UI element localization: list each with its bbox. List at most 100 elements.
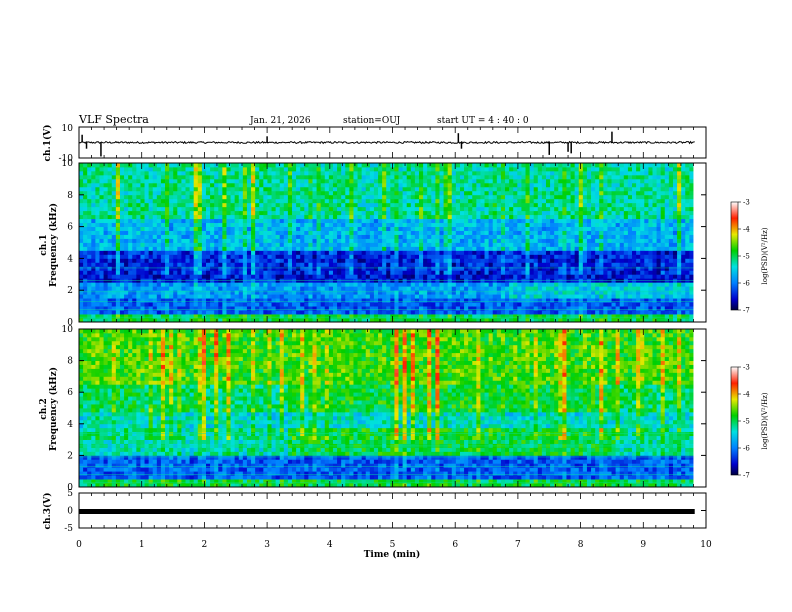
spectrogram-cell (111, 182, 117, 188)
spectrogram-cell (226, 234, 231, 239)
spectrogram-cell (447, 238, 453, 243)
spectrogram-cell (173, 302, 178, 307)
spectrogram-cell (214, 262, 219, 267)
spectrogram-cell (165, 190, 170, 196)
spectrogram-cell (193, 186, 199, 192)
spectrogram-cell (345, 234, 350, 239)
spectrogram-cell (509, 242, 514, 247)
spectrogram-cell (181, 238, 186, 243)
spectrogram-cell (300, 238, 305, 243)
spectrogram-cell (345, 210, 350, 216)
spectrogram-cell (406, 266, 412, 271)
spectrogram-cell (197, 266, 203, 271)
spectrogram-cell (312, 282, 317, 287)
spectrogram-cell (488, 206, 494, 212)
spectrogram-cell (255, 202, 260, 208)
spectrogram-cell (210, 242, 215, 247)
spectrogram-cell (365, 250, 371, 255)
spectrogram-cell (443, 206, 449, 212)
spectrogram-cell (431, 226, 436, 231)
spectrogram-cell (119, 198, 125, 204)
spectrogram-cell (500, 262, 506, 267)
spectrogram-cell (107, 202, 113, 208)
spectrogram-cell (230, 310, 236, 315)
spectrogram-cell (193, 163, 199, 168)
spectrogram-cell (242, 298, 248, 303)
spectrogram-cell (201, 218, 207, 224)
spectrogram-cell (152, 318, 158, 323)
spectrogram-cell (353, 286, 358, 291)
spectrogram-cell (505, 286, 510, 291)
spectrogram-cell (189, 178, 195, 184)
spectrogram-cell (406, 290, 412, 295)
spectrogram-cell (111, 262, 117, 267)
spectrogram-cell (320, 194, 326, 200)
spectrogram-cell (488, 274, 494, 279)
spectrogram-cell (480, 258, 485, 263)
spectrogram-cell (365, 246, 371, 251)
spectrogram-cell (238, 202, 244, 208)
spectrogram-cell (505, 166, 510, 172)
spectrogram-cell (394, 242, 399, 247)
spectrogram-cell (349, 178, 354, 184)
spectrogram-cell (378, 258, 383, 263)
spectrogram-cell (492, 318, 498, 323)
spectrogram-cell (160, 310, 166, 315)
spectrogram-cell (271, 222, 277, 228)
spectrogram-cell (439, 206, 444, 212)
spectrogram-cell (95, 163, 100, 168)
spectrogram-cell (83, 314, 88, 319)
spectrogram-cell (222, 290, 227, 295)
spectrogram-cell (488, 190, 494, 196)
spectrogram-cell (410, 230, 416, 235)
spectrogram-cell (304, 250, 309, 255)
spectrogram-cell (513, 230, 518, 235)
spectrogram-cell (521, 166, 526, 172)
spectrogram-cell (263, 222, 268, 228)
spectrogram-cell (500, 266, 506, 271)
spectrogram-cell (541, 190, 547, 196)
spectrogram-cell (304, 298, 309, 303)
spectrogram-cell (386, 306, 391, 311)
spectrogram-cell (373, 190, 379, 196)
spectrogram-cell (304, 286, 309, 291)
spectrogram-cell (554, 270, 559, 275)
spectrogram-cell (545, 202, 551, 208)
spectrogram-cell (189, 246, 195, 251)
spectrogram-cell (529, 270, 535, 275)
spectrogram-cell (124, 242, 129, 247)
spectrogram-cell (160, 210, 166, 216)
spectrogram-cell (242, 310, 248, 315)
spectrogram-cell (353, 318, 358, 323)
spectrogram-cell (226, 318, 231, 323)
spectrogram-cell (205, 186, 211, 192)
spectrogram-cell (513, 238, 518, 243)
spectrogram-cell (246, 270, 252, 275)
spectrogram-cell (378, 262, 383, 267)
spectrogram-cell (287, 163, 293, 168)
spectrogram-cell (574, 282, 580, 287)
spectrogram-cell (419, 306, 424, 311)
spectrogram-cell (210, 186, 215, 192)
spectrogram-cell (300, 270, 305, 275)
spectrogram-cell (287, 250, 293, 255)
spectrogram-cell (87, 318, 92, 323)
spectrogram-cell (419, 206, 424, 212)
spectrogram-cell (283, 310, 289, 315)
spectrogram-cell (398, 238, 404, 243)
spectrogram-cell (226, 282, 231, 287)
spectrogram-cell (337, 214, 342, 220)
spectrogram-cell (173, 170, 178, 176)
spectrogram-cell (251, 286, 256, 291)
spectrogram-cell (107, 182, 113, 188)
ch1-waveform-panel: 10 -10 ch.1(V) (42, 124, 707, 164)
spectrogram-cell (566, 298, 571, 303)
spectrogram-cell (115, 310, 121, 315)
spectrogram-cell (296, 166, 301, 172)
spectrogram-cell (95, 198, 100, 204)
spectrogram-cell (169, 206, 174, 212)
spectrogram-cell (238, 258, 244, 263)
spectrogram-cell (566, 250, 571, 255)
spectrogram-cell (173, 286, 178, 291)
spectrogram-cell (451, 238, 457, 243)
